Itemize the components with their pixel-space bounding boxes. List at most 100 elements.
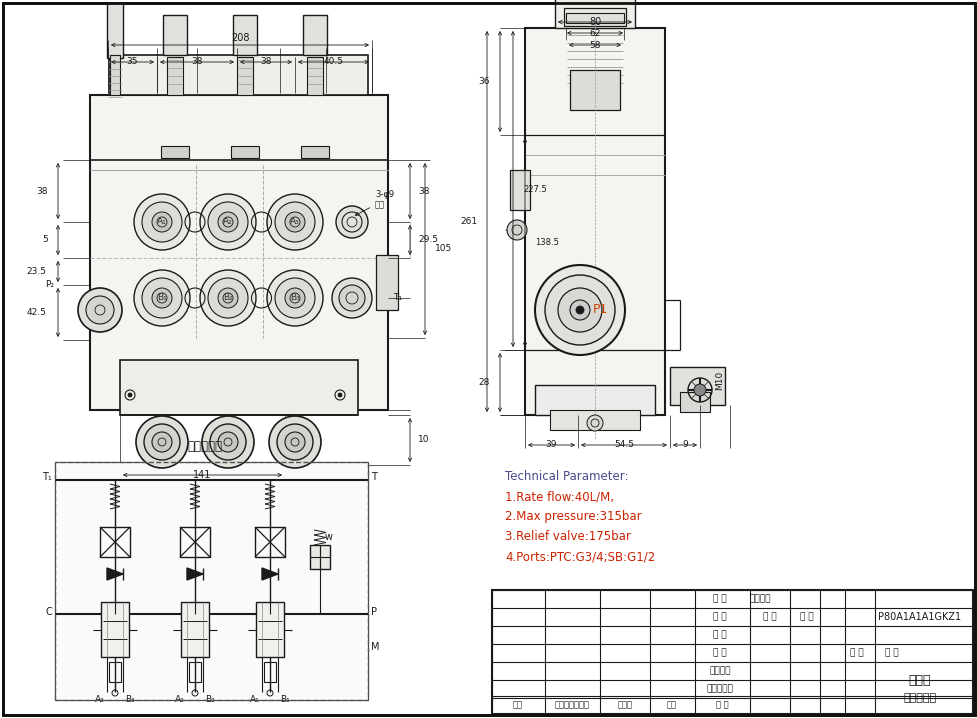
Circle shape (284, 432, 305, 452)
Text: 外型尺寸图: 外型尺寸图 (903, 693, 936, 703)
Text: 23.5: 23.5 (26, 267, 46, 276)
Text: 更改人: 更改人 (616, 701, 632, 709)
Bar (679, 392, 709, 412)
Text: T: T (370, 472, 376, 482)
Text: 38: 38 (260, 57, 272, 67)
Text: A₁: A₁ (250, 695, 260, 704)
Polygon shape (187, 568, 203, 580)
Text: 制 图: 制 图 (712, 612, 726, 622)
Circle shape (267, 194, 322, 250)
Text: 重 量: 重 量 (762, 612, 776, 622)
Text: w: w (324, 532, 332, 542)
Text: 10: 10 (417, 436, 429, 444)
Circle shape (218, 288, 237, 308)
Text: 261: 261 (459, 217, 477, 226)
Bar (181, 602, 209, 657)
Text: 40.5: 40.5 (323, 57, 343, 67)
Polygon shape (106, 568, 123, 580)
Circle shape (142, 278, 182, 318)
Text: 图样标记: 图样标记 (748, 595, 770, 604)
Bar (55, 462, 367, 700)
Circle shape (199, 194, 256, 250)
Bar (286, 446, 303, 460)
Text: A₂: A₂ (223, 218, 233, 226)
Text: 138.5: 138.5 (534, 238, 558, 247)
Circle shape (151, 432, 172, 452)
Circle shape (336, 206, 367, 238)
Circle shape (331, 278, 371, 318)
Text: P1: P1 (592, 304, 607, 317)
Text: 38: 38 (191, 57, 202, 67)
Circle shape (142, 202, 182, 242)
Circle shape (275, 202, 315, 242)
Text: 141: 141 (193, 470, 211, 480)
Text: B₂: B₂ (205, 695, 215, 704)
Circle shape (151, 288, 172, 308)
Text: 39: 39 (545, 441, 557, 449)
Bar (491, 590, 972, 714)
Text: 比 例: 比 例 (799, 612, 813, 622)
Text: A₃: A₃ (290, 218, 300, 226)
Text: 描 图: 描 图 (712, 630, 726, 640)
Text: 38: 38 (36, 187, 48, 195)
Bar (101, 602, 129, 657)
Text: 更改内容和原因: 更改内容和原因 (554, 701, 589, 709)
Bar (163, 15, 187, 55)
Circle shape (506, 220, 527, 240)
Circle shape (694, 384, 705, 396)
Circle shape (78, 288, 122, 332)
Circle shape (128, 393, 132, 397)
Circle shape (218, 212, 237, 232)
Bar (509, 170, 530, 210)
Text: A₂: A₂ (175, 695, 185, 704)
Text: B₁: B₁ (157, 294, 167, 302)
Circle shape (208, 278, 248, 318)
Text: P: P (370, 607, 376, 617)
Bar (167, 57, 183, 95)
Bar (255, 527, 284, 557)
Bar (55, 462, 367, 700)
Circle shape (284, 288, 305, 308)
Text: M: M (370, 642, 379, 652)
Text: A₁: A₁ (157, 218, 167, 226)
Text: 5: 5 (42, 236, 48, 245)
Circle shape (134, 270, 190, 326)
Circle shape (575, 306, 583, 314)
Text: 标准化检查: 标准化检查 (705, 684, 733, 694)
Bar (106, 3, 123, 58)
Text: 4.Ports:PTC:G3/4;SB:G1/2: 4.Ports:PTC:G3/4;SB:G1/2 (504, 550, 655, 563)
Bar (570, 70, 619, 110)
Bar (90, 95, 388, 410)
Circle shape (202, 416, 254, 468)
Circle shape (339, 285, 364, 311)
Bar (564, 8, 625, 26)
Circle shape (284, 212, 305, 232)
Text: 3.Relief valve:175bar: 3.Relief valve:175bar (504, 530, 630, 543)
Bar (549, 410, 639, 430)
Circle shape (275, 278, 315, 318)
Bar (220, 446, 235, 460)
Text: Technical Parameter:: Technical Parameter: (504, 470, 628, 483)
Bar (100, 527, 130, 557)
Bar (264, 662, 276, 682)
Bar (303, 15, 326, 55)
Text: B₂: B₂ (223, 294, 233, 302)
Text: 208: 208 (231, 33, 249, 43)
Text: 多路阀: 多路阀 (908, 673, 930, 686)
Bar (109, 55, 120, 95)
Bar (525, 28, 664, 415)
Text: 标记: 标记 (513, 701, 523, 709)
Bar (256, 602, 283, 657)
Bar (189, 662, 201, 682)
Circle shape (534, 265, 624, 355)
Circle shape (134, 194, 190, 250)
Circle shape (136, 416, 188, 468)
Bar (231, 146, 259, 158)
Text: 36: 36 (478, 77, 489, 86)
Text: 3-φ9
通孔: 3-φ9 通孔 (355, 190, 394, 215)
Text: 1.Rate flow:40L/M,: 1.Rate flow:40L/M, (504, 490, 614, 503)
Bar (307, 57, 322, 95)
Text: 共 张: 共 张 (849, 648, 863, 658)
Circle shape (151, 212, 172, 232)
Circle shape (269, 416, 320, 468)
